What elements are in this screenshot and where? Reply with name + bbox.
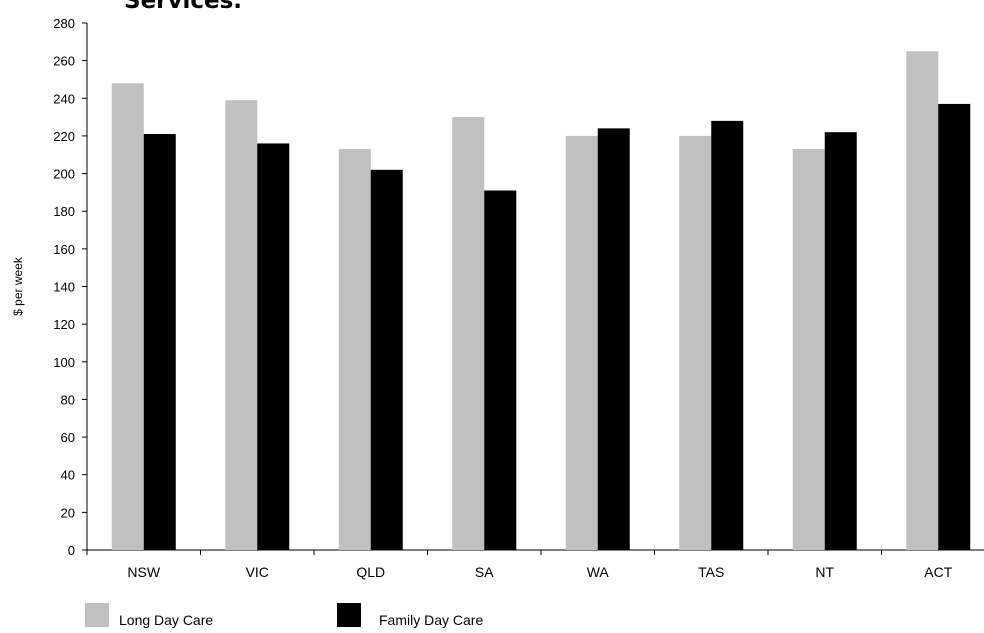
y-tick-label: 220 — [53, 129, 75, 144]
x-category-label: NSW — [127, 564, 160, 580]
y-tick-label: 280 — [53, 16, 75, 31]
y-tick-label: 140 — [53, 280, 75, 295]
bar-long-day-care-qld — [338, 149, 371, 550]
y-tick-label: 180 — [53, 204, 75, 219]
bar-long-day-care-wa — [565, 135, 598, 550]
bar-family-day-care-qld — [370, 169, 403, 551]
y-tick-label: 60 — [61, 430, 75, 445]
bar-long-day-care-nsw — [111, 83, 144, 550]
bar-family-day-care-tas — [711, 120, 744, 550]
legend-label: Family Day Care — [379, 612, 483, 628]
y-tick-label: 240 — [53, 91, 75, 106]
legend-label: Long Day Care — [119, 612, 213, 628]
y-tick-label: 100 — [53, 355, 75, 370]
bar-family-day-care-sa — [484, 190, 517, 550]
x-category-label: VIC — [246, 564, 269, 580]
y-tick-label: 200 — [53, 167, 75, 182]
y-tick-label: 40 — [61, 468, 75, 483]
bar-family-day-care-act — [938, 103, 971, 551]
bar-family-day-care-vic — [257, 143, 290, 550]
chart-title: Services. — [124, 0, 243, 14]
x-category-label: SA — [475, 564, 494, 580]
legend-swatch — [85, 603, 109, 627]
y-tick-label: 20 — [61, 505, 75, 520]
bar-long-day-care-act — [906, 51, 939, 550]
x-category-label: WA — [587, 564, 610, 580]
y-tick-label: 160 — [53, 242, 75, 257]
y-tick-label: 0 — [68, 543, 75, 558]
y-tick-label: 260 — [53, 54, 75, 69]
bar-long-day-care-sa — [452, 117, 485, 550]
x-category-label: ACT — [924, 564, 952, 580]
y-tick-label: 120 — [53, 317, 75, 332]
bar-family-day-care-wa — [597, 128, 630, 550]
y-tick-label: 80 — [61, 392, 75, 407]
x-category-label: QLD — [356, 564, 385, 580]
x-category-label: TAS — [698, 564, 724, 580]
bar-long-day-care-tas — [679, 135, 712, 550]
bar-long-day-care-nt — [792, 149, 825, 550]
bar-family-day-care-nt — [824, 132, 857, 550]
x-category-label: NT — [815, 564, 834, 580]
legend-swatch — [337, 603, 361, 627]
y-axis-title: $ per week — [11, 256, 25, 316]
bar-family-day-care-nsw — [143, 134, 176, 550]
bar-long-day-care-vic — [225, 100, 258, 551]
